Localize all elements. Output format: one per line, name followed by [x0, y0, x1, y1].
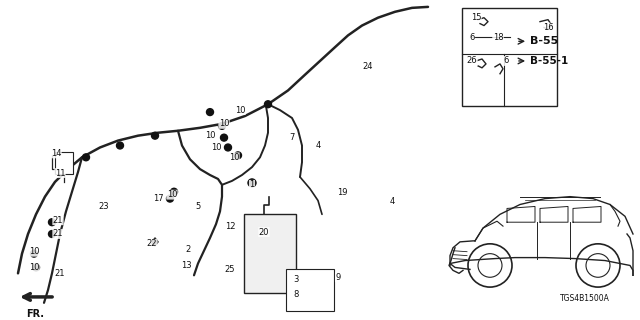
Text: 20: 20	[259, 228, 269, 236]
Circle shape	[248, 179, 256, 187]
Text: 19: 19	[337, 188, 348, 197]
Text: 17: 17	[153, 194, 163, 203]
Text: 10: 10	[205, 131, 215, 140]
Text: 24: 24	[363, 62, 373, 71]
Text: 2: 2	[186, 245, 191, 254]
Text: 10: 10	[235, 106, 245, 115]
Bar	[462, 8, 557, 106]
Circle shape	[152, 239, 157, 244]
Circle shape	[49, 219, 56, 226]
Text: 21: 21	[52, 229, 63, 238]
Text: 26: 26	[467, 56, 477, 66]
Circle shape	[33, 264, 40, 271]
Text: 7: 7	[289, 133, 294, 142]
Text: 10: 10	[167, 190, 177, 199]
Text: 18: 18	[493, 33, 503, 42]
Circle shape	[264, 101, 271, 108]
Text: TGS4B1500A: TGS4B1500A	[560, 294, 610, 303]
Text: 10: 10	[228, 153, 239, 162]
Circle shape	[166, 195, 173, 202]
Bar	[286, 269, 334, 311]
Circle shape	[31, 250, 38, 257]
Circle shape	[225, 144, 232, 151]
Text: 8: 8	[293, 291, 299, 300]
Text: 5: 5	[195, 202, 200, 211]
Circle shape	[152, 132, 159, 139]
Text: 25: 25	[225, 265, 236, 274]
Text: 13: 13	[180, 261, 191, 270]
Text: 14: 14	[51, 149, 61, 158]
Text: FR.: FR.	[26, 309, 44, 319]
Text: 10: 10	[29, 247, 39, 256]
Text: 4: 4	[316, 141, 321, 150]
Text: 21: 21	[55, 269, 65, 278]
Text: 3: 3	[293, 275, 299, 284]
Circle shape	[116, 142, 124, 149]
Bar	[244, 214, 296, 293]
Text: 10: 10	[211, 143, 221, 152]
Text: 1: 1	[250, 180, 255, 189]
Bar	[55, 152, 73, 174]
Text: 4: 4	[389, 197, 395, 206]
Circle shape	[170, 188, 177, 195]
Text: B-55-1: B-55-1	[530, 56, 568, 66]
Circle shape	[49, 230, 56, 237]
Circle shape	[234, 152, 241, 159]
Text: 10: 10	[29, 263, 39, 272]
Text: 6: 6	[469, 33, 475, 42]
Text: 9: 9	[335, 273, 340, 282]
Text: 11: 11	[55, 169, 65, 178]
Text: 15: 15	[471, 13, 481, 22]
Circle shape	[221, 134, 227, 141]
Text: 16: 16	[543, 23, 554, 32]
Circle shape	[83, 154, 90, 161]
Text: 10: 10	[219, 119, 229, 128]
Text: 23: 23	[99, 202, 109, 211]
Circle shape	[218, 123, 225, 129]
Circle shape	[207, 109, 214, 116]
Text: 21: 21	[52, 216, 63, 225]
Text: 6: 6	[503, 56, 509, 66]
Text: B-55: B-55	[530, 36, 558, 46]
Text: 22: 22	[147, 239, 157, 248]
Text: 12: 12	[225, 222, 236, 231]
